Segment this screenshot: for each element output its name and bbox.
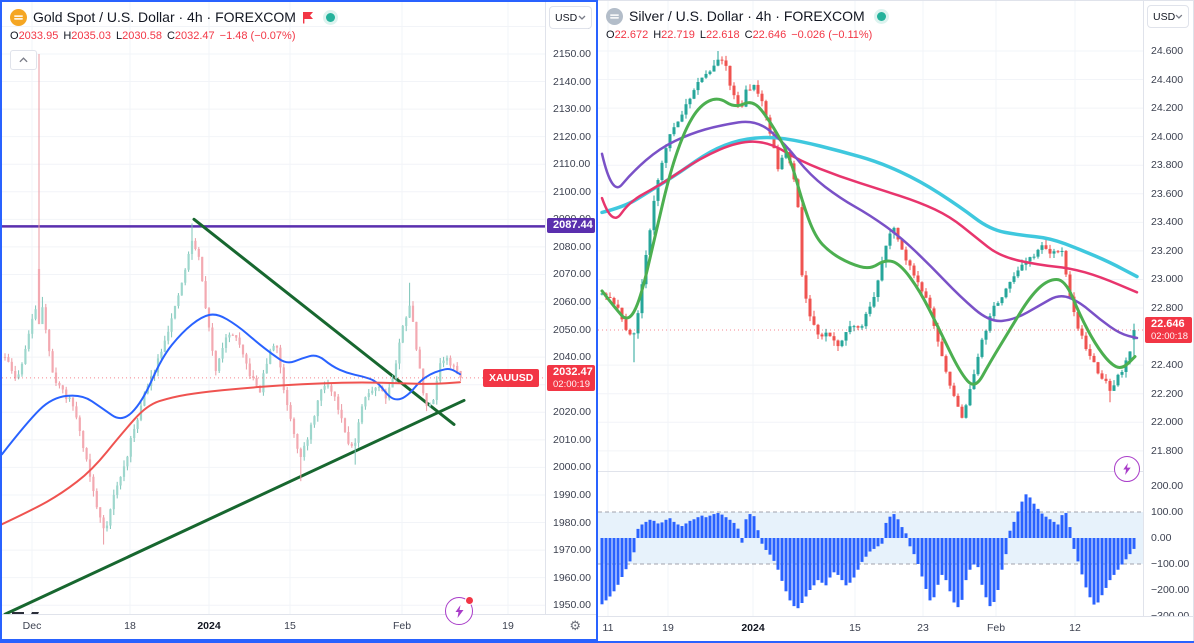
- close-value: 22.646: [752, 29, 787, 41]
- open-value: 2033.95: [18, 30, 59, 42]
- price-axis-label: 23.400: [1151, 216, 1184, 229]
- silver-coin-icon: [606, 7, 623, 25]
- price-axis-label: 23.000: [1151, 273, 1184, 286]
- price-axis-label: 22.000: [1151, 416, 1184, 429]
- flag-icon[interactable]: [302, 11, 314, 24]
- time-axis-label: 18: [124, 620, 136, 632]
- gold-legend: Gold Spot / U.S. Dollar · 4h · FOREXCOM …: [10, 7, 335, 70]
- silver-chart-title: Silver / U.S. Dollar · 4h · FOREXCOM: [629, 8, 865, 24]
- change-value: −0.026 (−0.11%): [791, 29, 873, 41]
- price-axis-label: 1950.00: [553, 599, 591, 612]
- silver-time-axis[interactable]: 11 19 2024 15 23 Feb 12: [598, 616, 1193, 641]
- price-axis-label: 2140.00: [553, 75, 591, 88]
- alert-notification-dot: [465, 596, 474, 605]
- price-axis-label: 2080.00: [553, 240, 591, 253]
- time-axis-label: Feb: [986, 622, 1006, 634]
- price-axis-label: 23.800: [1151, 159, 1184, 172]
- time-axis-label: Feb: [392, 620, 412, 632]
- price-axis-label: 2130.00: [553, 103, 591, 116]
- legend-collapse-button[interactable]: [10, 50, 37, 70]
- price-axis-label: 24.400: [1151, 73, 1184, 86]
- gold-symbol-title-row[interactable]: Gold Spot / U.S. Dollar · 4h · FOREXCOM: [10, 7, 335, 27]
- gold-price-axis[interactable]: USD 2087.44 2032.47 02:00:19 2160.002150…: [545, 2, 596, 615]
- silver-ohlc-row: O22.672 H22.719 L22.618 C22.646 −0.026 (…: [606, 29, 873, 41]
- gold-time-axis[interactable]: ⚙ Dec 18 2024 15 Feb 19: [2, 614, 596, 639]
- symbol-price-label[interactable]: XAUUSD: [483, 368, 540, 387]
- high-value: 2035.03: [71, 30, 112, 42]
- bar-countdown: 02:00:19: [553, 378, 590, 390]
- close-value: 2032.47: [174, 30, 215, 42]
- price-axis-label: 2050.00: [553, 323, 591, 336]
- price-axis-label: 1970.00: [553, 544, 591, 557]
- price-axis-label: 22.200: [1151, 387, 1184, 400]
- bar-countdown: 02:00:18: [1151, 331, 1188, 343]
- change-value: −1.48 (−0.07%): [219, 30, 296, 42]
- pane-separator[interactable]: [598, 471, 1193, 472]
- low-value: 2030.58: [122, 30, 162, 42]
- price-axis-label: 2040.00: [553, 351, 591, 364]
- gold-price-canvas[interactable]: [2, 2, 546, 617]
- market-status-dot[interactable]: [876, 11, 886, 21]
- oscillator-axis-label: 0.00: [1151, 532, 1172, 544]
- gold-coin-icon: [10, 8, 27, 26]
- time-axis-label: 15: [849, 622, 861, 634]
- low-value: 22.618: [705, 29, 740, 41]
- alerts-lightning-button-silver[interactable]: [1114, 456, 1140, 482]
- price-axis-label: 2070.00: [553, 268, 591, 281]
- current-price-tag-silver: 22.646 02:00:18: [1145, 317, 1192, 344]
- price-axis-label: 24.200: [1151, 102, 1184, 115]
- gold-chart-title: Gold Spot / U.S. Dollar · 4h · FOREXCOM: [33, 9, 296, 25]
- price-axis-label: 2150.00: [553, 48, 591, 60]
- time-axis-label: 19: [662, 622, 674, 634]
- price-axis-label: 1980.00: [553, 516, 591, 529]
- price-axis-label: 23.200: [1151, 244, 1184, 257]
- price-axis-label: 23.600: [1151, 187, 1184, 200]
- price-axis-label: 2020.00: [553, 406, 591, 419]
- price-axis-label: 2100.00: [553, 185, 591, 198]
- market-status-dot[interactable]: [325, 12, 335, 22]
- level-price-tag: 2087.44: [547, 218, 595, 234]
- time-axis-settings-gear-icon[interactable]: ⚙: [569, 618, 581, 633]
- oscillator-axis-label: 100.00: [1151, 506, 1184, 518]
- price-axis-label: 24.000: [1151, 130, 1184, 143]
- silver-symbol-title-row[interactable]: Silver / U.S. Dollar · 4h · FOREXCOM: [606, 6, 886, 26]
- price-axis-label: 24.600: [1151, 45, 1184, 57]
- price-axis-label: 2000.00: [553, 461, 591, 474]
- alerts-lightning-button-gold[interactable]: [445, 596, 474, 625]
- price-axis-label: 1960.00: [553, 571, 591, 584]
- price-axis-label: 2110.00: [553, 158, 591, 171]
- price-axis-label: 22.800: [1151, 302, 1184, 315]
- time-axis-label: Dec: [22, 620, 42, 632]
- time-axis-label: 2024: [741, 622, 765, 634]
- time-axis-label: 12: [1069, 622, 1081, 634]
- oscillator-axis-label: 200.00: [1151, 480, 1184, 492]
- time-axis-label: 15: [284, 620, 296, 632]
- price-axis-label: 1990.00: [553, 488, 591, 501]
- high-value: 22.719: [661, 29, 695, 41]
- price-axis-label: 2010.00: [553, 433, 591, 446]
- open-value: 22.672: [614, 29, 649, 41]
- silver-legend: Silver / U.S. Dollar · 4h · FOREXCOM O22…: [606, 6, 886, 43]
- price-axis-label: 2060.00: [553, 296, 591, 309]
- price-axis-label: 2120.00: [553, 130, 591, 143]
- price-axis-label: 22.400: [1151, 359, 1184, 372]
- price-axis-label: 21.800: [1151, 444, 1184, 457]
- gold-currency-dropdown[interactable]: USD: [549, 6, 592, 29]
- gold-chart-pane: Gold Spot / U.S. Dollar · 4h · FOREXCOM …: [0, 0, 598, 641]
- silver-currency-dropdown[interactable]: USD: [1147, 5, 1189, 28]
- silver-price-canvas[interactable]: [598, 1, 1144, 617]
- gold-ohlc-row: O2033.95 H2035.03 L2030.58 C2032.47 −1.4…: [10, 30, 296, 42]
- silver-price-axis[interactable]: USD 22.646 02:00:18 200.00 100.00 0.00 −100…: [1143, 1, 1193, 622]
- time-axis-label: 23: [917, 622, 929, 634]
- time-axis-label: 2024: [197, 620, 221, 632]
- time-axis-label: 19: [502, 620, 514, 632]
- oscillator-axis-label: −200.00: [1151, 584, 1190, 596]
- silver-chart-pane: Silver / U.S. Dollar · 4h · FOREXCOM O22…: [598, 0, 1194, 641]
- oscillator-axis-label: −100.00: [1151, 558, 1190, 570]
- current-price-tag-gold: 2032.47 02:00:19: [547, 364, 595, 391]
- time-axis-label: 11: [602, 622, 614, 634]
